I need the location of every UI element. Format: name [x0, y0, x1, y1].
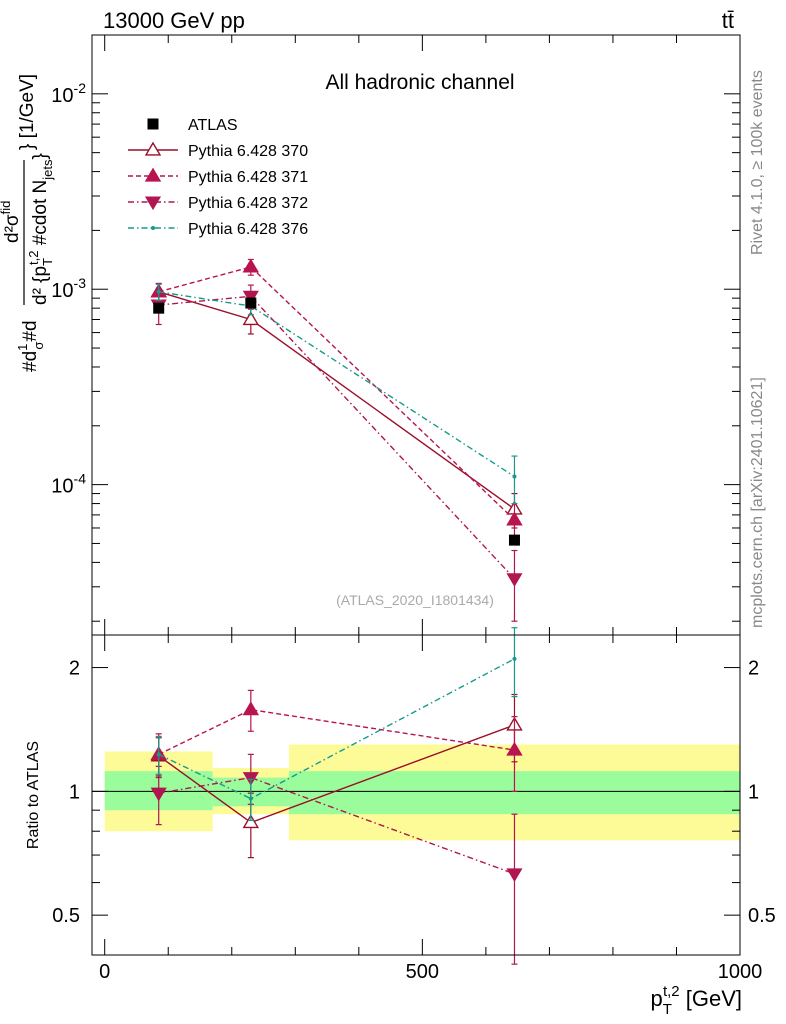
series-marker — [242, 814, 260, 829]
ratio-series-line — [158, 708, 515, 756]
main-y-tick-label: 10-2 — [51, 80, 86, 107]
x-tick-label: 1000 — [718, 961, 763, 983]
main-series — [155, 283, 518, 505]
series-marker — [144, 141, 162, 156]
legend: ATLAS Pythia 6.428 370 Pythia 6.428 371 Pyt… — [128, 117, 308, 238]
series-marker — [248, 796, 253, 801]
tick-base: 10 — [51, 85, 73, 107]
legend-label: Pythia 6.428 370 — [188, 143, 308, 160]
legend-label: Pythia 6.428 376 — [188, 221, 308, 238]
tick-base: 10 — [51, 280, 73, 302]
ratio-series-line — [158, 658, 515, 800]
ratio-panel: 0.5 0.5 1 1 2 2 Ratio to ATLAS — [25, 627, 776, 965]
main-series — [150, 282, 523, 529]
series-marker — [144, 167, 162, 182]
legend-entry-atlas: ATLAS — [147, 117, 238, 134]
analysis-label: (ATLAS_2020_I1801434) — [336, 592, 494, 608]
series-marker — [156, 289, 161, 294]
x-tick-label: 500 — [406, 961, 439, 983]
main-ticks: 10-210-310-4 — [51, 34, 740, 622]
series-marker — [242, 701, 260, 716]
main-series-line — [158, 291, 515, 478]
tick-exp: -2 — [74, 80, 87, 96]
series-marker — [242, 258, 260, 273]
series-marker — [506, 511, 523, 526]
ratio-y-tick-label-left: 2 — [69, 658, 80, 680]
x-axis-label: pTt,2 [GeV] — [651, 983, 742, 1018]
ratio-series — [155, 627, 518, 821]
main-series-line — [158, 266, 515, 521]
legend-entry: Pythia 6.428 371 — [128, 167, 308, 186]
ratio-frame — [91, 634, 741, 956]
rivet-label: Rivet 4.1.0, ≥ 100k events — [749, 70, 766, 255]
x-axis: 0 500 1000 — [99, 35, 762, 983]
legend-entry: Pythia 6.428 372 — [128, 195, 308, 212]
atlas-marker — [245, 297, 257, 309]
ratio-series — [150, 753, 523, 965]
main-series — [150, 258, 523, 541]
ratio-y-tick-label-right: 1 — [748, 781, 759, 803]
legend-entry: Pythia 6.428 370 — [128, 141, 308, 160]
ratio-series-layer — [150, 627, 523, 965]
atlas-marker — [508, 534, 520, 546]
x-tick-label: 0 — [99, 961, 110, 983]
tick-base: 10 — [51, 476, 73, 498]
atlas-marker — [153, 302, 165, 314]
main-y-tick-label: 10-3 — [51, 275, 86, 302]
main-y-tick-label: 10-4 — [51, 471, 86, 498]
series-marker — [144, 196, 162, 211]
chart-title: All hadronic channel — [325, 71, 514, 94]
series-marker — [242, 290, 259, 305]
main-panel: 10-210-310-4 All hadronic channel (ATLAS… — [51, 34, 741, 636]
ratio-y-tick-label-left: 0.5 — [52, 905, 80, 927]
ylabel-ratio: Ratio to ATLAS — [25, 741, 42, 849]
header-right: tt̄ — [722, 8, 734, 33]
main-series-line — [158, 295, 515, 580]
atlas-data — [153, 297, 520, 546]
ratio-ticks: 0.5 0.5 1 1 2 2 — [52, 658, 776, 928]
tick-exp: -3 — [74, 275, 87, 291]
series-marker — [512, 656, 517, 661]
ratio-series-line — [158, 776, 515, 875]
series-marker — [512, 474, 517, 479]
main-series — [150, 284, 523, 622]
main-series-line — [158, 291, 515, 510]
atlas-marker — [147, 118, 159, 130]
legend-label: ATLAS — [188, 117, 238, 134]
series-marker — [156, 752, 161, 757]
ylabel-main-numerator: d²σfid — [0, 201, 23, 243]
series-marker — [242, 311, 260, 326]
tick-exp: -4 — [74, 471, 87, 487]
series-marker — [506, 868, 523, 883]
series-marker — [506, 573, 523, 587]
series-marker — [242, 772, 259, 786]
ratio-y-tick-label-right: 2 — [748, 658, 759, 680]
main-y-axis-label: #d1σ#d d² {pTt,2 #cdot Njets} d²σfid } [… — [0, 74, 55, 372]
mcplots-label: mcplots.cern.ch [arXiv:2401.10621] — [749, 377, 766, 628]
ylabel-main-unit: } [1/GeV] — [17, 74, 38, 150]
main-series-layer — [150, 258, 523, 622]
header-left: 13000 GeV pp — [103, 8, 245, 33]
ylabel-main-text: #d1σ#d — [15, 320, 46, 372]
ylabel-main-denominator: d² {pTt,2 #cdot Njets} — [26, 153, 55, 305]
legend-label: Pythia 6.428 371 — [188, 169, 308, 186]
ratio-y-tick-label-right: 0.5 — [748, 905, 776, 927]
legend-label: Pythia 6.428 372 — [188, 195, 308, 212]
series-marker — [506, 741, 523, 756]
legend-entry: Pythia 6.428 376 — [128, 221, 308, 238]
series-marker — [150, 787, 167, 802]
ratio-y-tick-label-left: 1 — [69, 781, 80, 803]
series-marker — [151, 226, 155, 230]
